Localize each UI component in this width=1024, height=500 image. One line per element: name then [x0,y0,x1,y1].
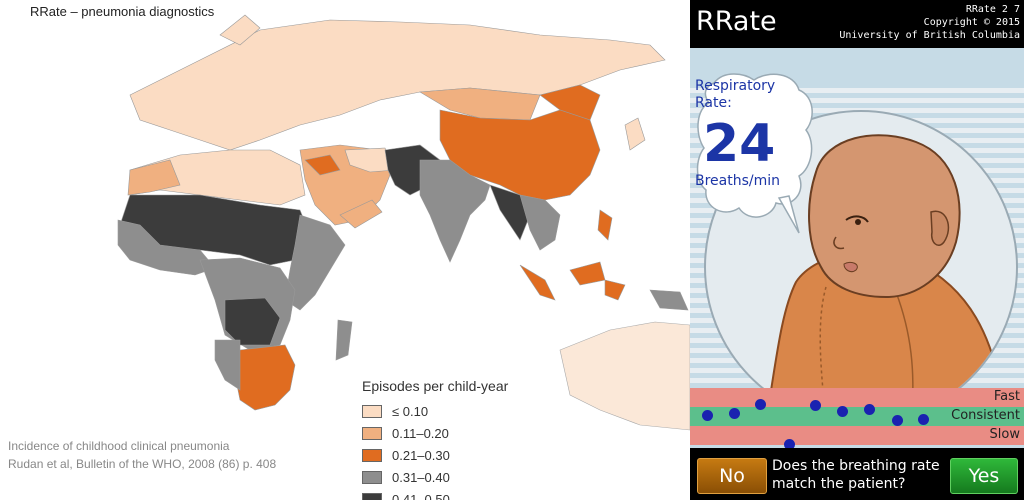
legend-label: 0.11–0.20 [392,425,449,441]
map-region-yemen [339,199,383,229]
legend-swatch [362,470,382,484]
app-version: RRate 2 7 [965,4,1020,15]
map-region-australia [559,321,690,431]
map-region-east-africa [284,214,346,311]
legend-label: ≤ 0.10 [392,403,429,419]
band-fast: Fast [690,388,1024,407]
rate-value: 24 [703,114,776,174]
rrate-app-screen: RRate RRate 2 7 Copyright © 2015 Univers… [690,0,1024,500]
legend-swatch [362,426,382,440]
slide-panel: RRate – pneumonia diagnostics [8,4,690,500]
citation: Incidence of childhood clinical pneumoni… [8,437,276,473]
legend-item: 0.11–0.20 [362,422,508,444]
citation-line: Rudan et al, Bulletin of the WHO, 2008 (… [8,457,277,471]
tap-dot [918,414,929,425]
map-region-india [419,159,491,263]
no-button[interactable]: No [697,458,767,494]
tap-dot [810,400,821,411]
confirm-question: Does the breathing rate match the patien… [772,458,940,492]
map-region-north-asia-orange [419,84,601,121]
tap-dot [755,399,766,410]
app-meta: RRate 2 7 Copyright © 2015 University of… [839,3,1020,42]
app-header: RRate RRate 2 7 Copyright © 2015 Univers… [690,0,1024,48]
tap-dot [837,406,848,417]
legend-item: ≤ 0.10 [362,400,508,422]
tap-dot [784,439,795,448]
band-label: Consistent [951,408,1020,423]
rate-label-line: Respiratory [695,78,776,94]
slide-title: RRate – pneumonia diagnostics [30,4,215,19]
rate-label-line: Rate: [695,95,732,111]
legend-swatch [362,492,382,500]
speech-bubble [696,73,813,234]
tap-dot [729,408,740,419]
legend-label: 0.31–0.40 [392,469,450,485]
map-region-north-africa-orange [127,159,181,196]
citation-line: Incidence of childhood clinical pneumoni… [8,439,230,453]
map-legend: Episodes per child-year ≤ 0.10 0.11–0.20… [362,378,508,500]
legend-swatch [362,448,382,462]
map-region-europe-russia [129,14,666,151]
yes-button[interactable]: Yes [950,458,1018,494]
legend-item: 0.31–0.40 [362,466,508,488]
tap-dot [702,410,713,421]
legend-label: 0.41–0.50 [392,491,450,500]
legend-swatch [362,404,382,418]
bottom-bar: No Does the breathing rate match the pat… [690,448,1024,500]
band-label: Slow [989,427,1020,442]
band-consistent: Consistent [690,407,1024,426]
map-region-indonesia [519,209,689,311]
app-body: Respiratory Rate: 24 Breaths/min Fast Co… [690,48,1024,448]
map-region-japan [624,117,646,151]
app-copyright: Copyright © 2015 [923,17,1020,28]
legend-title: Episodes per child-year [362,378,509,394]
rate-units: Breaths/min [695,173,781,189]
map-region-madagascar [335,319,353,361]
map-region-drc [224,297,281,346]
map-region-southern-africa [234,344,296,411]
map-region-se-asia-grey [519,194,561,251]
app-title: RRate [696,6,777,37]
rate-label: Respiratory Rate: [695,78,775,112]
band-label: Fast [993,389,1020,404]
legend-item: 0.41–0.50 [362,488,508,500]
pneumonia-incidence-map [117,14,690,431]
legend-item: 0.21–0.30 [362,444,508,466]
tap-dot [864,404,875,415]
band-slow: Slow [690,426,1024,445]
map-region-south-africa-grey [214,339,241,391]
app-org: University of British Columbia [839,30,1020,41]
legend-label: 0.21–0.30 [392,447,450,463]
tap-dot [892,415,903,426]
